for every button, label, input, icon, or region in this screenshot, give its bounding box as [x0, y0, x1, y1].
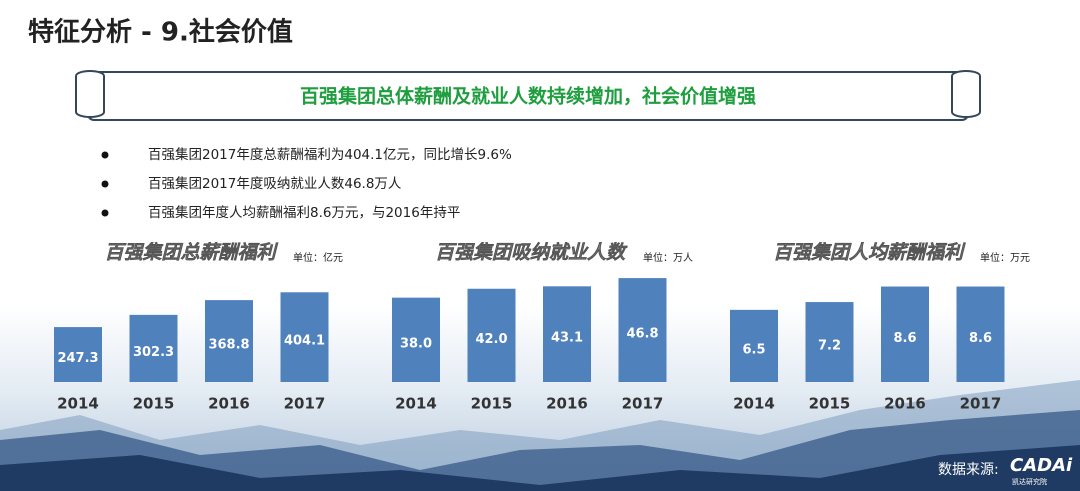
value-label: 8.6: [969, 331, 992, 346]
bar: [205, 300, 253, 382]
value-label: 368.8: [208, 338, 249, 353]
x-tick-label: 2017: [622, 395, 664, 413]
x-tick-label: 2014: [57, 395, 99, 413]
x-tick-label: 2016: [208, 395, 250, 413]
x-tick-label: 2014: [733, 395, 775, 413]
bullet-text: 百强集团2017年度吸纳就业人数46.8万人: [148, 176, 402, 192]
logo-sub: 凯达研究院: [1012, 477, 1047, 486]
bullet-text: 百强集团2017年度总薪酬福利为404.1亿元，同比增长9.6%: [148, 147, 512, 163]
value-label: 302.3: [133, 345, 174, 360]
value-label: 404.1: [284, 334, 325, 349]
x-tick-label: 2017: [960, 395, 1002, 413]
x-tick-label: 2016: [884, 395, 926, 413]
unit-label: 单位：万人: [643, 251, 693, 264]
bar: [54, 327, 102, 382]
value-label: 8.6: [893, 331, 916, 346]
charts: 百强集团总薪酬福利 单位：亿元 247.3 2014 302.3 2015 368.8 201…: [54, 241, 1030, 413]
chart-title: 百强集团人均薪酬福利: [773, 242, 966, 264]
bar: [730, 309, 778, 382]
bullet-dot: [101, 209, 109, 217]
scroll-end: [75, 76, 105, 118]
value-label: 7.2: [818, 339, 841, 354]
bar: [805, 302, 854, 382]
bullet-dot: [101, 151, 109, 159]
value-label: 42.0: [475, 332, 507, 347]
chart-title: 百强集团吸纳就业人数: [435, 242, 628, 264]
bar: [129, 314, 178, 382]
bar: [618, 278, 667, 382]
logo: CADAi: [1010, 455, 1073, 476]
bar: [280, 292, 329, 382]
value-label: 6.5: [742, 342, 765, 357]
bar: [881, 286, 929, 382]
x-tick-label: 2014: [395, 395, 437, 413]
mountain-mid: [0, 410, 1080, 491]
value-label: 43.1: [551, 331, 583, 346]
unit-label: 单位：万元: [980, 251, 1030, 264]
bullet-list: 百强集团2017年度总薪酬福利为404.1亿元，同比增长9.6% 百强集团2017…: [101, 147, 512, 221]
bar: [392, 297, 440, 382]
bullet-text: 百强集团年度人均薪酬福利8.6万元，与2016年持平: [148, 205, 460, 221]
bar: [467, 288, 516, 382]
x-tick-label: 2016: [546, 395, 588, 413]
value-label: 46.8: [626, 327, 658, 342]
page-title: 特征分析 - 9.社会价值: [28, 17, 293, 48]
banner-text: 百强集团总体薪酬及就业人数持续增加，社会价值增强: [300, 85, 756, 108]
bar: [956, 286, 1005, 382]
value-label: 247.3: [57, 351, 98, 366]
value-label: 38.0: [400, 336, 432, 351]
banner: 百强集团总体薪酬及就业人数持续增加，社会价值增强: [75, 70, 981, 121]
unit-label: 单位：亿元: [293, 251, 343, 264]
mountain-near: [0, 445, 1080, 491]
scroll-end: [951, 76, 981, 118]
x-tick-label: 2015: [809, 395, 851, 413]
x-tick-label: 2017: [284, 395, 326, 413]
source-label: 数据来源:: [938, 462, 999, 478]
chart-title: 百强集团总薪酬福利: [104, 242, 278, 264]
x-tick-label: 2015: [133, 395, 175, 413]
x-tick-label: 2015: [471, 395, 513, 413]
bullet-dot: [101, 180, 109, 188]
bar: [543, 286, 591, 382]
